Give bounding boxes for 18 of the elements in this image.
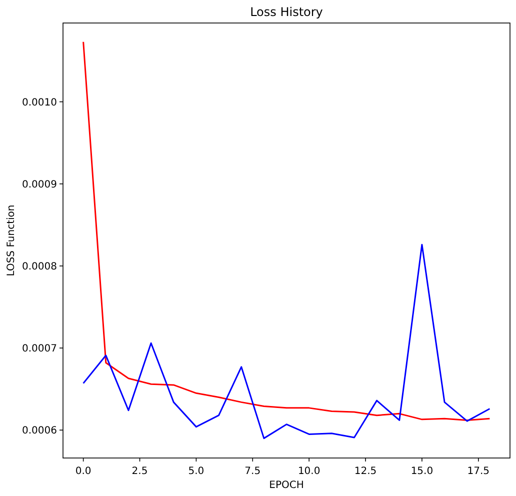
chart-title: Loss History [250, 5, 323, 19]
y-axis-title: LOSS Function [6, 204, 17, 276]
x-axis-title: EPOCH [269, 480, 304, 491]
line-series [82, 244, 490, 440]
x-tick-label: 2.5 [132, 466, 148, 477]
y-tick-label: 0.0008 [22, 261, 57, 272]
x-tick-label: 10.0 [298, 466, 320, 477]
y-tick-label: 0.0009 [22, 179, 57, 190]
x-tick-label: 17.5 [467, 466, 490, 477]
x-tick-label: 15.0 [410, 466, 434, 477]
x-tick-label: 0.0 [75, 466, 92, 477]
line-series [82, 41, 490, 421]
y-tick-label: 0.0010 [22, 97, 57, 108]
y-tick-label: 0.0006 [22, 426, 57, 437]
x-tick-label: 5.0 [188, 466, 204, 477]
x-tick-label: 12.5 [354, 466, 377, 477]
y-tick-label: 0.0007 [22, 344, 57, 355]
x-tick-label: 7.5 [244, 466, 261, 477]
